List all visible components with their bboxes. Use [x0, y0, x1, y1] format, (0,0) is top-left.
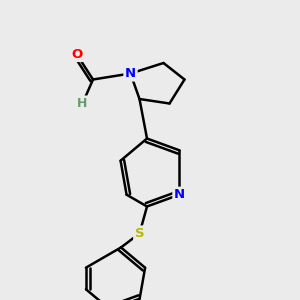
Text: N: N	[174, 188, 185, 201]
Text: H: H	[77, 97, 88, 110]
Text: N: N	[125, 67, 136, 80]
Text: S: S	[135, 227, 144, 240]
Text: O: O	[71, 47, 82, 61]
